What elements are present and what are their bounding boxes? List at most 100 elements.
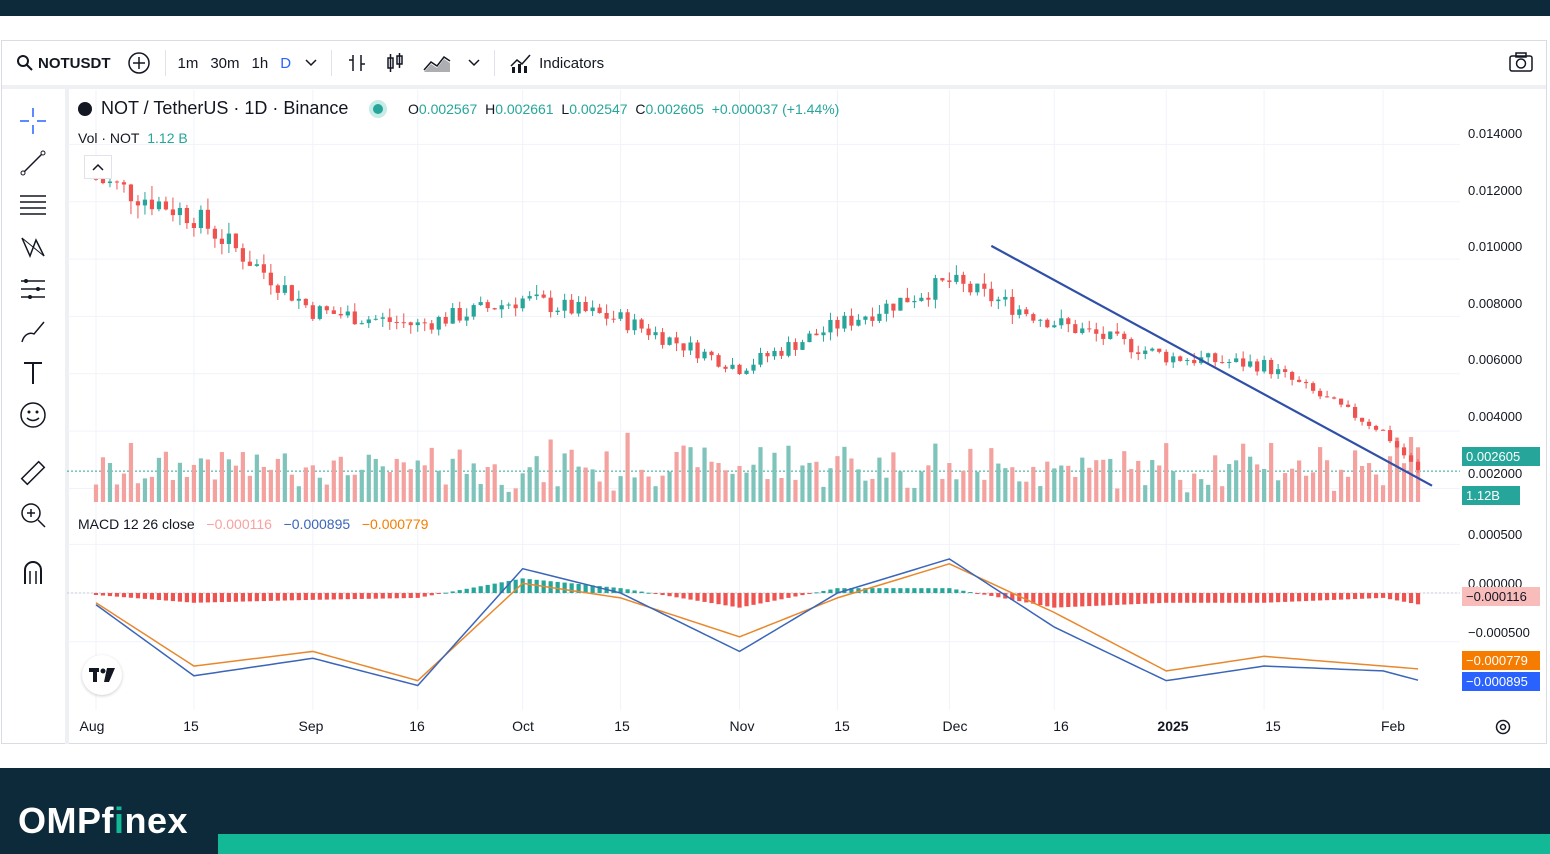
candle-body: [730, 364, 735, 369]
emoji-tool[interactable]: [16, 398, 50, 432]
price-chart[interactable]: [0, 0, 1550, 768]
candle-body: [100, 179, 106, 184]
histogram-bar: [611, 587, 616, 594]
prediction-tool[interactable]: [16, 272, 50, 306]
candle-body: [583, 302, 588, 312]
pattern-tool[interactable]: [16, 230, 50, 264]
interval-d[interactable]: D: [280, 54, 292, 72]
candle-body: [667, 337, 672, 345]
zoom-tool[interactable]: [16, 498, 50, 532]
area-style-button[interactable]: [414, 41, 460, 85]
histogram-bar: [324, 593, 329, 600]
volume-bar: [723, 470, 728, 502]
candle-body: [688, 342, 693, 351]
bar-style-button[interactable]: [338, 41, 376, 85]
candles-style-button[interactable]: [376, 41, 414, 85]
tradingview-logo[interactable]: [82, 655, 122, 695]
settings-button[interactable]: [1494, 718, 1512, 741]
crosshair-tool[interactable]: [16, 104, 50, 138]
volume-bar: [436, 470, 441, 502]
histogram-bar: [331, 593, 336, 600]
measure-tool[interactable]: [16, 456, 50, 490]
ohlc-legend: O0.002567 H0.002661 L0.002547 C0.002605 …: [408, 101, 839, 117]
magnet-tool[interactable]: [16, 556, 50, 590]
candle-body: [765, 352, 770, 357]
volume-bar: [1143, 485, 1148, 502]
histogram-bar: [1157, 593, 1162, 604]
chart-type-dropdown[interactable]: [460, 41, 488, 85]
volume-bar: [1073, 477, 1078, 502]
candle-body: [520, 298, 525, 309]
volume-bar: [814, 461, 819, 502]
interval-30m[interactable]: 30m: [210, 54, 240, 72]
candle-body: [1290, 372, 1295, 380]
candle-body: [940, 278, 945, 281]
histogram-bar: [226, 593, 231, 602]
histogram-bar: [415, 593, 420, 598]
volume-bar: [359, 469, 364, 502]
volume-bar: [317, 477, 322, 502]
histogram-bar: [695, 593, 700, 601]
screenshot-button[interactable]: [1508, 51, 1534, 77]
candle-body: [485, 302, 490, 309]
histogram-bar: [1380, 593, 1386, 598]
logo-part: OMPf: [18, 800, 114, 841]
volume-bar: [1136, 460, 1141, 502]
candle-body: [1094, 329, 1099, 334]
candle-body: [1401, 447, 1407, 456]
volume-bar: [730, 473, 735, 502]
histogram-bar: [1338, 593, 1344, 600]
candle-body: [618, 312, 623, 319]
histogram-bar: [142, 593, 148, 599]
interval-1m[interactable]: 1m: [177, 54, 199, 72]
volume-bar: [1220, 486, 1225, 502]
trend-line-tool[interactable]: [16, 146, 50, 180]
histogram-bar: [1052, 593, 1057, 608]
trendline[interactable]: [990, 244, 1433, 487]
histogram-bar: [1290, 593, 1295, 602]
indicators-button[interactable]: Indicators: [501, 41, 612, 85]
volume-bar: [751, 464, 756, 502]
volume-bar: [345, 475, 350, 502]
histogram-bar: [1262, 593, 1267, 603]
time-tick: Aug: [79, 718, 105, 734]
histogram-bar: [128, 593, 134, 598]
legend-title: NOT / TetherUS · 1D · Binance: [101, 98, 349, 118]
histogram-bar: [471, 587, 476, 594]
histogram-bar: [1066, 593, 1071, 608]
candle-body: [366, 319, 371, 324]
candle-body: [660, 332, 665, 345]
candle-body: [716, 355, 721, 367]
fib-tool[interactable]: [16, 188, 50, 222]
histogram-bar: [1241, 593, 1246, 603]
top-band: [0, 0, 1550, 16]
volume-bar: [597, 481, 602, 502]
candle-body: [1394, 441, 1400, 448]
histogram-bar: [289, 593, 294, 601]
candle-body: [548, 297, 553, 313]
histogram-bar: [877, 588, 882, 594]
candle-body: [1262, 359, 1267, 372]
candle-body: [275, 285, 280, 293]
search-icon: [17, 55, 33, 71]
histogram-bar: [1185, 593, 1190, 603]
volume-bar: [548, 439, 553, 502]
low-value: 0.002547: [569, 101, 628, 117]
brush-tool[interactable]: [16, 314, 50, 348]
histogram-bar: [898, 588, 903, 594]
compare-button[interactable]: [119, 41, 159, 85]
interval-dropdown[interactable]: [297, 41, 325, 85]
volume-bar: [905, 487, 910, 502]
candle-body: [310, 305, 315, 319]
volume-bar: [1003, 468, 1008, 502]
histogram-bar: [394, 593, 399, 599]
collapse-legend-button[interactable]: [84, 155, 112, 179]
symbol-search[interactable]: NOTUSDT: [2, 41, 119, 85]
interval-1h[interactable]: 1h: [251, 54, 269, 72]
candle-body: [1227, 361, 1232, 363]
text-tool[interactable]: [16, 356, 50, 390]
histogram-bar: [107, 593, 113, 597]
candle-body: [863, 316, 868, 320]
volume-bar: [303, 467, 308, 502]
trend-line-icon: [20, 150, 46, 176]
